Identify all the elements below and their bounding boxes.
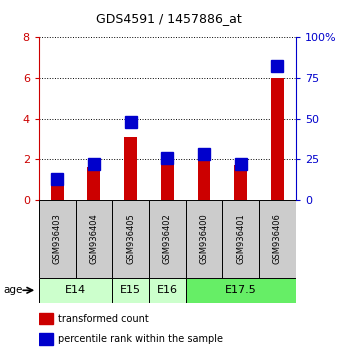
Bar (149, 278, 186, 303)
Bar (112, 278, 149, 303)
Bar (198, 157, 211, 200)
Text: E16: E16 (157, 285, 178, 295)
Bar (259, 200, 296, 278)
Bar (186, 278, 296, 303)
Text: GSM936406: GSM936406 (273, 213, 282, 264)
Bar (124, 137, 137, 200)
Text: GSM936404: GSM936404 (90, 213, 98, 264)
Bar (186, 200, 222, 278)
Text: transformed count: transformed count (57, 314, 148, 324)
Bar (149, 200, 186, 278)
Bar (51, 180, 64, 200)
Bar (271, 78, 284, 200)
Bar (39, 333, 53, 345)
Text: GSM936402: GSM936402 (163, 213, 172, 264)
Bar (39, 278, 112, 303)
Text: GSM936401: GSM936401 (236, 213, 245, 264)
Text: E15: E15 (120, 285, 141, 295)
Bar (112, 200, 149, 278)
Bar (161, 159, 174, 200)
Text: GSM936405: GSM936405 (126, 213, 135, 264)
Bar (39, 200, 76, 278)
Text: E14: E14 (65, 285, 86, 295)
Text: percentile rank within the sample: percentile rank within the sample (57, 334, 223, 344)
Bar (76, 200, 112, 278)
Bar (222, 200, 259, 278)
Text: age: age (3, 285, 23, 295)
Bar (234, 165, 247, 200)
Text: GSM936400: GSM936400 (199, 213, 209, 264)
Text: GSM936403: GSM936403 (53, 213, 62, 264)
Bar (39, 313, 53, 324)
Bar (88, 167, 100, 200)
Text: GDS4591 / 1457886_at: GDS4591 / 1457886_at (96, 12, 242, 25)
Text: E17.5: E17.5 (225, 285, 257, 295)
